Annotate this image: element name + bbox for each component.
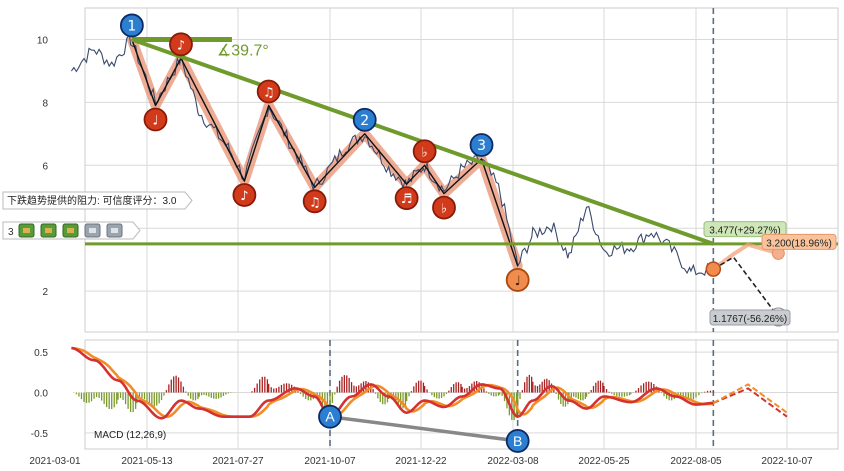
- target-label-box: [703, 221, 787, 238]
- x-tick-label: 2021-07-27: [212, 456, 264, 467]
- divergence-marker: [505, 429, 530, 453]
- macd-signal-line: [71, 346, 714, 419]
- price-y-tick-labels: 246810: [37, 35, 49, 298]
- rating-icon-inner: [111, 228, 118, 233]
- wave-marker-label: ♫: [263, 86, 275, 101]
- wave-marker: [432, 195, 456, 220]
- wave-marker: [394, 186, 419, 211]
- x-tick-label: 2021-05-13: [121, 456, 173, 467]
- wave-marker-label: ♪: [240, 189, 248, 204]
- rating-icon-inner: [67, 228, 74, 233]
- wave-marker: [505, 268, 530, 292]
- wave-marker: [412, 139, 437, 164]
- x-tick-label: 2022-03-08: [487, 456, 539, 467]
- price-y-tick: 2: [42, 287, 48, 298]
- trend-angle-label: ∡39.7°: [217, 42, 269, 59]
- macd-lines: [71, 346, 788, 420]
- price-panel: 246810 1♩♪♪♫♫2♬♭♭3♩ ∡39.7° 下跌趋势提供的阻力: 可信…: [2, 7, 839, 333]
- target-label-box: [709, 309, 791, 326]
- x-tick-label: 2021-10-07: [304, 456, 356, 467]
- x-tick-label: 2022-08-05: [670, 456, 722, 467]
- forecast-lower-path: [712, 256, 779, 318]
- macd-line: [71, 346, 714, 420]
- macd-forecast-signal: [712, 383, 788, 414]
- divergence-marker-label: B: [513, 433, 522, 449]
- wave-marker-label: ♭: [422, 145, 428, 160]
- badge-icons: [18, 223, 123, 238]
- resistance-annotation: 下跌趋势提供的阻力: 可信度评分：3.0: [2, 191, 193, 210]
- wave-line: [131, 39, 519, 267]
- macd-y-tick: 0.5: [34, 348, 48, 359]
- price-y-tick: 10: [37, 35, 49, 46]
- macd-forecast-line: [712, 387, 788, 418]
- price-y-tick: 6: [42, 161, 48, 172]
- divergence-marker-label: A: [325, 409, 335, 425]
- wave-marker-label: 2: [360, 113, 369, 129]
- wave-marker-label: ♭: [441, 202, 447, 217]
- wave-marker: [256, 79, 281, 104]
- divergence-marker: [318, 404, 342, 429]
- target-labels: 3.477(+29.27%)3.200(18.96%) 1.1767(-56.26…: [703, 221, 837, 326]
- target-label-box: [761, 233, 837, 250]
- wave-marker-label: ♩: [515, 274, 521, 289]
- wave-markers: 1 ♩ ♪ ♪ ♫ ♫ 2 ♬ ♭ ♭ 3 ♩: [119, 13, 530, 292]
- forecast-start-marker: [705, 261, 722, 277]
- wave-marker: [352, 107, 377, 132]
- wave-marker: [119, 13, 144, 38]
- macd-plot-frame: [84, 339, 839, 450]
- target-label: 3.477(+29.27%): [709, 226, 780, 237]
- wave-marker-label: 1: [127, 18, 136, 34]
- macd-panel: -0.50.00.5 AB MACD (12,26,9): [31, 339, 839, 453]
- rating-icon-inner: [23, 228, 30, 233]
- x-tick-label: 2021-03-01: [29, 456, 81, 467]
- macd-y-tick: 0.0: [34, 388, 48, 399]
- wave-marker-label: ♫: [309, 195, 321, 210]
- wave-marker: [469, 133, 494, 157]
- divergence-line: AB: [318, 404, 530, 453]
- x-tick-labels: 2021-03-01 2021-05-13 2021-07-27 2021-10-07…: [29, 456, 813, 467]
- macd-y-tick-labels: -0.5 0.0 0.5: [31, 348, 49, 440]
- wave-marker: [143, 107, 168, 132]
- target-label: 1.1767(-56.26%): [713, 314, 788, 325]
- target-label: 3.200(18.96%): [766, 238, 832, 249]
- rating-badge-row: 3: [2, 221, 141, 240]
- wave-marker: [232, 183, 257, 207]
- wave-marker-label: ♪: [177, 38, 185, 53]
- wave-marker: [169, 32, 193, 57]
- macd-y-tick: -0.5: [31, 429, 49, 440]
- badge-number: 3: [8, 227, 14, 238]
- macd-label: MACD (12,26,9): [94, 430, 166, 441]
- wave-zigzag: [131, 39, 519, 267]
- price-y-tick: 8: [42, 98, 48, 109]
- wave-marker-label: 3: [477, 138, 486, 154]
- rating-icon-inner: [89, 228, 96, 233]
- wave-marker-label: ♩: [152, 114, 158, 129]
- resistance-label: 下跌趋势提供的阻力: 可信度评分：3.0: [7, 194, 177, 207]
- x-tick-label: 2022-05-25: [578, 456, 630, 467]
- x-tick-label: 2022-10-07: [761, 456, 813, 467]
- divergence-connector: [329, 414, 518, 443]
- x-tick-label: 2021-12-22: [395, 456, 447, 467]
- rating-icon-inner: [45, 228, 52, 233]
- wave-marker: [302, 189, 327, 214]
- wave-marker-label: ♬: [401, 192, 413, 207]
- price-plot-frame: [84, 7, 839, 333]
- resistance-callout-box: [2, 191, 193, 210]
